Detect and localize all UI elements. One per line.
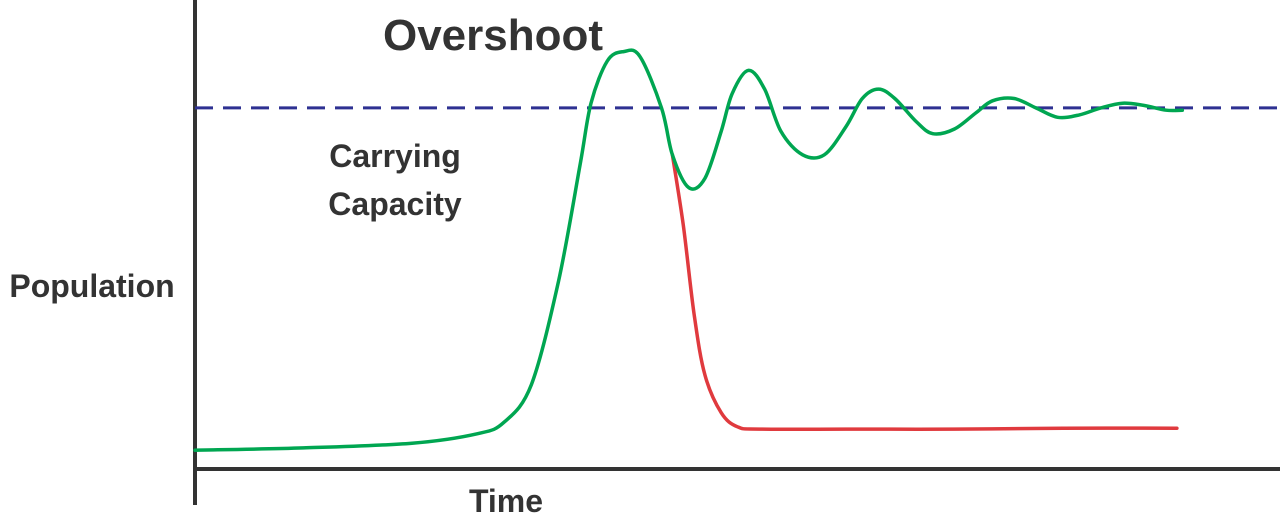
chart-title: Overshoot [383, 11, 603, 60]
carrying-capacity-label-line1: Carrying [329, 138, 461, 174]
x-axis-label: Time [469, 483, 543, 515]
y-axis-label: Population [9, 268, 174, 304]
carrying-capacity-label-line2: Capacity [328, 186, 462, 222]
oscillation-curve [193, 48, 1185, 452]
collapse-curve [670, 153, 1179, 432]
